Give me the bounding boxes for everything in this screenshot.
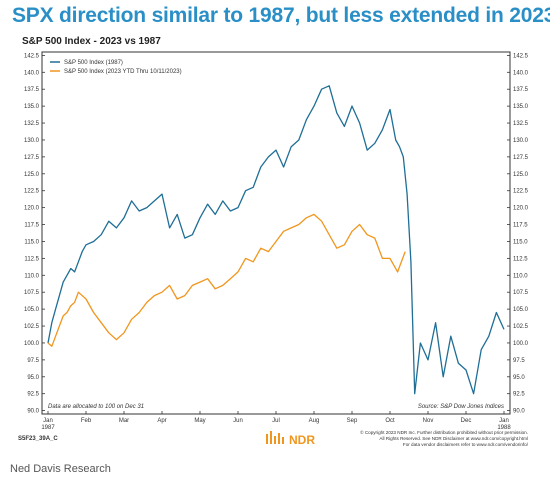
y-tick-label-left: 92.5 [27,392,39,398]
y-tick-label-left: 100.0 [24,341,40,347]
y-tick-label-right: 122.5 [513,189,529,195]
footer-code: S5F23_39A_C [18,436,58,442]
x-tick-label: Sep [347,418,358,424]
legend: S&P 500 Index (1987) S&P 500 Index (2023 … [50,60,182,75]
x-tick-label: Feb [81,418,92,424]
x-tick-sublabel: 1988 [497,425,511,431]
headline: SPX direction similar to 1987, but less … [12,4,550,27]
y-tick-label-left: 95.0 [27,375,39,381]
y-tick-label-right: 132.5 [513,121,529,127]
y-tick-label-right: 117.5 [513,223,528,229]
x-tick-label: May [194,418,205,424]
x-tick-label: Oct [385,418,395,424]
x-tick-label: Dec [461,418,472,424]
copyright-line: All Rights Reserved. See NDR Disclaimer … [379,436,528,441]
ndr-logo-icon [266,431,284,444]
y-tick-label-left: 102.5 [24,324,40,330]
y-tick-label-left: 105.0 [24,307,40,313]
y-tick-label-right: 102.5 [513,324,529,330]
y-tick-label-right: 112.5 [513,256,528,262]
y-tick-label-left: 125.0 [24,172,40,178]
x-tick-label: Jun [233,418,243,424]
x-tick-sublabel: 1987 [41,425,55,431]
y-tick-label-left: 110.0 [24,273,39,279]
legend-entry: S&P 500 Index (1987) [64,60,123,66]
series-line-2023 [47,213,406,347]
y-tick-label-right: 137.5 [513,87,529,93]
y-tick-label-right: 92.5 [513,392,525,398]
x-tick-label: Nov [423,418,434,424]
y-tick-label-left: 112.5 [24,256,39,262]
copyright-block: © Copyright 2023 NDR Inc. Further distri… [360,429,529,447]
y-tick-label-left: 97.5 [27,358,39,364]
y-tick-label-right: 105.0 [513,307,529,313]
x-tick-label: Aug [309,418,320,424]
y-tick-label-right: 127.5 [513,155,529,161]
chart-svg: S&P 500 Index - 2023 vs 1987 90.0 92.5 95.… [18,36,529,447]
y-tick-label-right: 100.0 [513,341,529,347]
chart-source: Source: S&P Dow Jones Indices [418,404,504,410]
credit: Ned Davis Research [10,463,111,475]
ndr-logo-text: NDR [289,433,315,447]
y-tick-label-right: 97.5 [513,358,525,364]
ndr-logo: NDR [266,431,315,447]
series-line-1987 [47,85,505,395]
y-tick-label-right: 110.0 [513,273,528,279]
y-tick-label-left: 142.5 [24,53,40,59]
chart-title: S&P 500 Index - 2023 vs 1987 [22,36,161,47]
y-tick-label-right: 95.0 [513,375,525,381]
y-tick-label-right: 107.5 [513,290,529,296]
y-tick-label-left: 132.5 [24,121,40,127]
y-tick-label-right: 120.0 [513,206,529,212]
y-tick-label-right: 115.0 [513,239,528,245]
x-tick-label: Jan [43,418,53,424]
x-tick-label: Mar [119,418,129,424]
copyright-line: © Copyright 2023 NDR Inc. Further distri… [360,429,528,435]
y-tick-label-right: 90.0 [513,409,525,415]
y-tick-label-right: 135.0 [513,104,529,110]
y-axis-right: 90.0 92.5 95.0 97.5 100.0 102.5 105.0 107.5 110.… [507,53,529,415]
y-tick-label-left: 127.5 [24,155,40,161]
y-tick-label-left: 137.5 [24,87,40,93]
y-tick-label-left: 90.0 [27,409,39,415]
y-tick-label-left: 135.0 [24,104,40,110]
plot-border [41,51,511,415]
y-tick-label-right: 125.0 [513,172,529,178]
chart-frame: S&P 500 Index - 2023 vs 1987 90.0 92.5 95.… [12,34,532,454]
y-tick-label-left: 115.0 [24,239,39,245]
y-tick-label-left: 130.0 [24,138,40,144]
x-tick-label: Apr [157,418,166,424]
y-tick-label-left: 122.5 [24,189,40,195]
y-axis-left: 90.0 92.5 95.0 97.5 100.0 102.5 105.0 107.5 110.… [24,53,45,415]
y-tick-label-right: 130.0 [513,138,529,144]
y-tick-label-left: 120.0 [24,206,40,212]
y-tick-label-left: 107.5 [24,290,40,296]
chart-note: Data are allocated to 100 on Dec 31 [48,404,144,410]
x-tick-label: Jul [272,418,280,424]
series-layer [47,85,505,395]
y-tick-label-left: 117.5 [24,223,39,229]
y-tick-label-right: 140.0 [513,70,529,76]
x-tick-label: Jan [499,418,509,424]
copyright-line: For data vendor disclaimers refer to www… [403,442,529,447]
y-tick-label-left: 140.0 [24,70,40,76]
y-tick-label-right: 142.5 [513,53,529,59]
legend-entry: S&P 500 Index (2023 YTD Thru 10/11/2023) [64,69,182,75]
